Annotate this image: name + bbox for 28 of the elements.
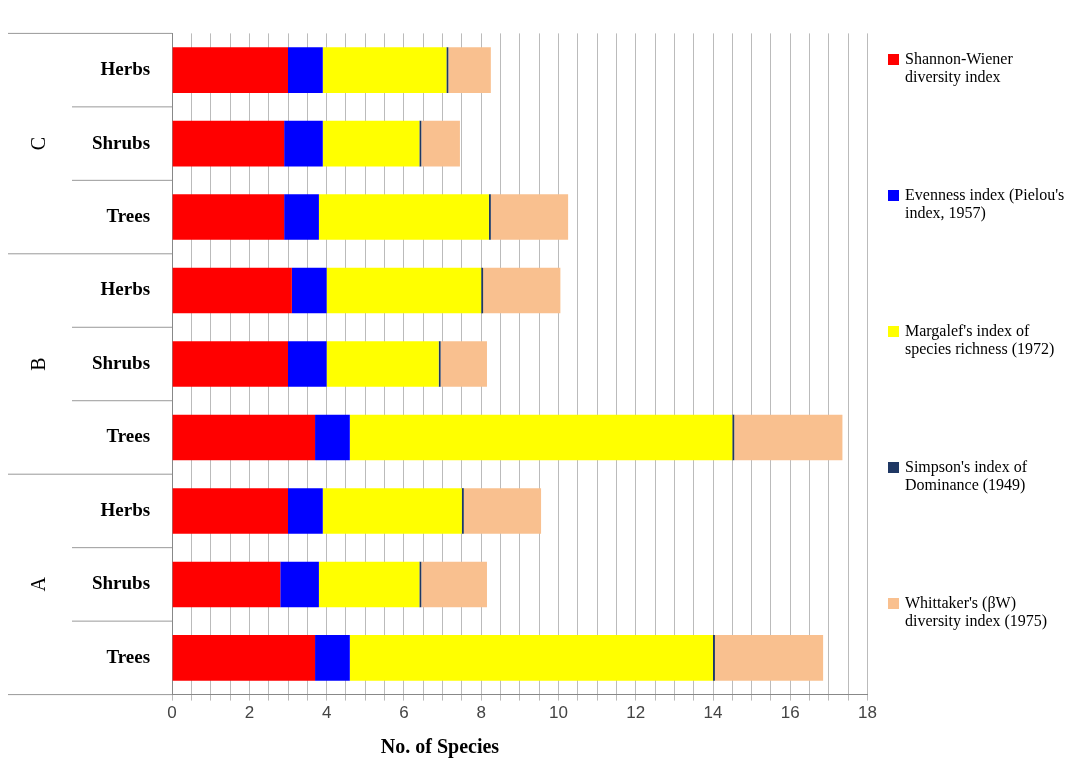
legend-label: Margalef's index of species richness (1972) [905, 322, 1056, 358]
x-tick-label: 6 [399, 703, 409, 723]
x-tick-label: 16 [780, 703, 800, 723]
y-tick-label: Trees [106, 645, 151, 667]
legend-label: Whittaker's (βW) diversity index (1975) [905, 594, 1049, 630]
x-tick-label: 18 [858, 703, 878, 723]
text: B [27, 357, 50, 371]
y-tick-label: Trees [106, 204, 151, 226]
x-tick-label: 12 [626, 703, 646, 723]
y-tick-label: Herbs [100, 498, 151, 520]
y-tick-label: Trees [106, 425, 151, 447]
text: C [27, 136, 50, 151]
x-tick-label: 2 [244, 703, 255, 723]
x-tick-label: 14 [703, 703, 723, 723]
y-tick-label: Herbs [100, 278, 151, 300]
x-tick-label: 4 [321, 703, 332, 723]
legend-label: Shannon-Wiener diversity index [905, 50, 1014, 86]
x-tick-label: 0 [167, 703, 177, 723]
x-tick-label: 8 [476, 703, 486, 723]
legend-label: Evenness index (Pielou's index, 1957) [905, 186, 1066, 222]
x-tick-label: 10 [549, 703, 568, 723]
y-tick-label: Herbs [100, 58, 151, 80]
legend-label: Simpson's index of Dominance (1949) [905, 458, 1028, 494]
y-tick-label: Shrubs [91, 131, 151, 153]
text: A [27, 576, 50, 592]
y-tick-label: Shrubs [91, 572, 151, 594]
x-axis-title: No. of Species [379, 735, 501, 758]
y-tick-label: Shrubs [91, 351, 151, 373]
